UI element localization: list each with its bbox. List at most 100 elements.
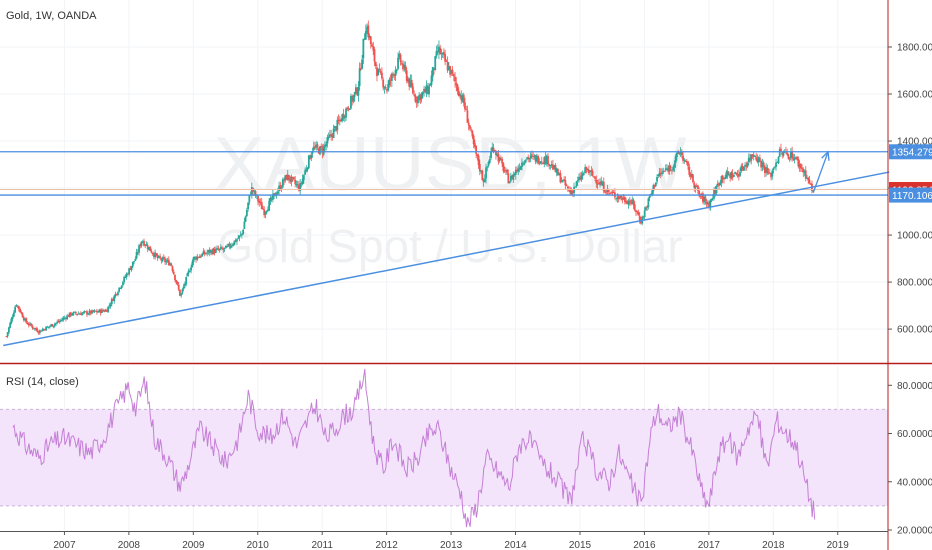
candle-body bbox=[79, 313, 82, 315]
candle-body bbox=[36, 329, 39, 333]
candle-body bbox=[737, 174, 740, 177]
candle-body bbox=[414, 95, 417, 102]
candle-body bbox=[109, 304, 112, 306]
candle-body bbox=[521, 162, 523, 168]
candle-body bbox=[621, 198, 624, 200]
candle-body bbox=[30, 323, 33, 326]
candle-body bbox=[81, 312, 83, 316]
candle-body bbox=[791, 151, 794, 159]
candle-body bbox=[594, 176, 596, 179]
candle-body bbox=[807, 177, 810, 181]
candle-body bbox=[195, 257, 197, 260]
candle-body bbox=[29, 323, 31, 325]
candle-body bbox=[600, 181, 603, 186]
candle-body bbox=[280, 187, 283, 190]
candle-body bbox=[776, 162, 779, 164]
candle-body bbox=[107, 306, 109, 313]
candle-body bbox=[153, 253, 155, 257]
candle-body bbox=[787, 154, 790, 159]
year-tick-label: 2016 bbox=[633, 540, 656, 550]
candle-body bbox=[263, 209, 266, 216]
candle-body bbox=[201, 253, 204, 257]
candle-body bbox=[71, 314, 74, 316]
candle-body bbox=[532, 155, 535, 157]
candle-body bbox=[325, 143, 328, 147]
candle-body bbox=[642, 216, 645, 218]
candle-body bbox=[571, 190, 574, 193]
candle-body bbox=[747, 157, 750, 163]
candle-body bbox=[250, 187, 253, 195]
candle-body bbox=[767, 172, 770, 174]
candle-body bbox=[243, 221, 246, 230]
candle-body bbox=[557, 168, 559, 176]
candle-body bbox=[661, 172, 663, 175]
candle-body bbox=[797, 158, 800, 167]
projection-arrow bbox=[812, 151, 829, 193]
year-tick-label: 2017 bbox=[698, 540, 721, 550]
candle-body bbox=[612, 192, 615, 194]
candle-body bbox=[248, 195, 251, 203]
candle-body bbox=[626, 202, 629, 205]
candle-body bbox=[233, 240, 236, 245]
candle-body bbox=[550, 164, 553, 167]
candle-body bbox=[664, 168, 667, 171]
price-badge-bg bbox=[889, 187, 932, 203]
candle-body bbox=[646, 206, 649, 208]
candle-body bbox=[72, 312, 75, 315]
candle-body bbox=[172, 271, 175, 275]
candle-body bbox=[628, 200, 631, 203]
candle-body bbox=[527, 156, 530, 160]
candle-body bbox=[480, 170, 482, 172]
candle-body bbox=[226, 246, 228, 248]
candle-body bbox=[162, 256, 165, 259]
candle-body bbox=[755, 156, 758, 160]
candle-body bbox=[377, 68, 380, 76]
candle-body bbox=[102, 309, 105, 311]
candle-body bbox=[566, 186, 569, 189]
candle-body bbox=[648, 196, 651, 199]
candle-body bbox=[385, 89, 388, 91]
candle-body bbox=[704, 196, 707, 201]
trend-line bbox=[3, 171, 890, 347]
candle-body bbox=[61, 319, 64, 321]
candle-body bbox=[399, 54, 402, 63]
candle-body bbox=[533, 156, 536, 158]
candle-body bbox=[740, 165, 743, 172]
candle-body bbox=[808, 179, 811, 184]
price-badge-bg bbox=[889, 144, 932, 160]
candle-body bbox=[180, 293, 183, 296]
candle-body bbox=[148, 247, 150, 250]
candle-body bbox=[635, 210, 637, 213]
candle-body bbox=[68, 312, 71, 317]
candle-body bbox=[350, 95, 352, 109]
candle-body bbox=[15, 305, 18, 307]
candle-body bbox=[460, 95, 463, 101]
candle-body bbox=[716, 183, 719, 186]
candle-body bbox=[197, 257, 200, 259]
candle-body bbox=[284, 175, 287, 181]
candle-body bbox=[22, 317, 25, 321]
candle-body bbox=[387, 83, 390, 91]
candle-body bbox=[478, 164, 481, 172]
candle-body bbox=[92, 310, 95, 312]
candle-body bbox=[659, 172, 662, 174]
price-tick-label: 1400.000 bbox=[897, 137, 932, 148]
candle-body bbox=[155, 253, 158, 256]
candle-body bbox=[752, 155, 755, 157]
candle-body bbox=[115, 294, 118, 296]
candle-body bbox=[498, 157, 501, 161]
candle-body bbox=[694, 185, 697, 189]
candle-body bbox=[332, 128, 335, 138]
candle-body bbox=[640, 219, 642, 224]
candle-body bbox=[145, 244, 148, 246]
candle-body bbox=[214, 248, 217, 253]
candle-body bbox=[179, 289, 181, 296]
candle-body bbox=[409, 80, 412, 87]
candle-body bbox=[719, 182, 722, 186]
candle-body bbox=[271, 194, 274, 200]
candle-body bbox=[397, 57, 399, 69]
candle-body bbox=[464, 102, 466, 110]
candle-body bbox=[291, 176, 294, 178]
candle-body bbox=[326, 137, 329, 144]
candle-body bbox=[788, 158, 791, 160]
